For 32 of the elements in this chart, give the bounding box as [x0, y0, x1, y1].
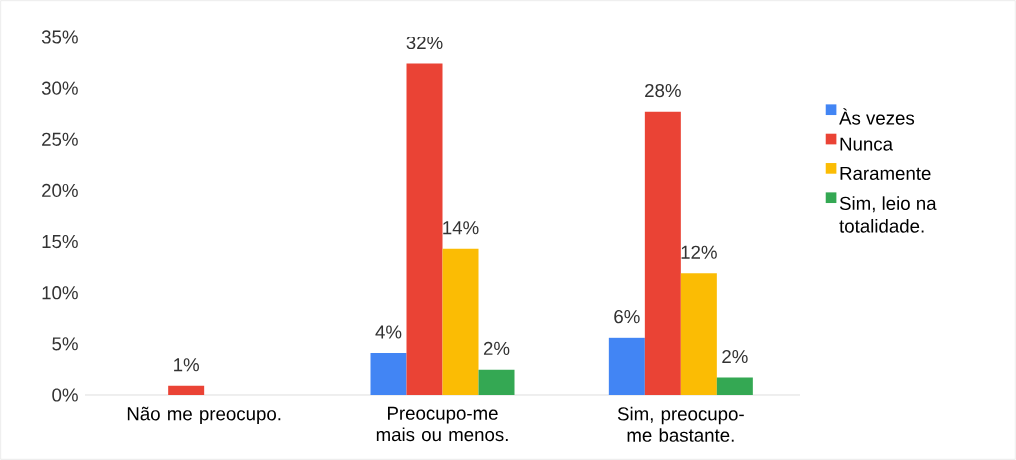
data-label: 4%: [375, 325, 402, 339]
data-label: 2%: [483, 341, 510, 355]
bar: [644, 111, 681, 395]
y-tick-label: 5%: [52, 337, 78, 351]
y-tick-label: 25%: [42, 132, 78, 146]
bar: [370, 353, 407, 395]
legend-label: Às vezes: [839, 108, 915, 125]
bar: [608, 337, 645, 395]
y-tick-label: 20%: [42, 183, 78, 198]
legend-label: Nunca: [840, 137, 894, 151]
y-tick-label: 0%: [52, 388, 78, 402]
x-tick-label: Sim, preocupo-me bastante.: [617, 406, 744, 442]
data-label: 14%: [443, 221, 479, 235]
x-tick-label: Preocupo-me mais ou menos.: [376, 406, 508, 442]
y-tick-label: 15%: [42, 234, 78, 249]
y-tick-label: 30%: [41, 81, 78, 95]
bar: [478, 369, 515, 395]
data-label: 1%: [174, 358, 199, 372]
data-label: 2%: [722, 349, 748, 364]
bar: [716, 377, 753, 395]
legend-label: Sim, leio na totalidade.: [839, 196, 937, 233]
bar: [680, 273, 717, 395]
bar: [442, 248, 479, 395]
data-label: 28%: [645, 83, 681, 98]
y-tick-label: 35%: [41, 30, 78, 44]
data-label: 6%: [614, 310, 640, 324]
x-tick-label: Não me preocupo.: [127, 406, 281, 425]
bar: [406, 63, 443, 395]
y-tick-label: 10%: [42, 286, 78, 300]
legend-label: Raramente: [840, 166, 931, 180]
data-label: 12%: [681, 245, 717, 259]
bar: [168, 385, 205, 395]
